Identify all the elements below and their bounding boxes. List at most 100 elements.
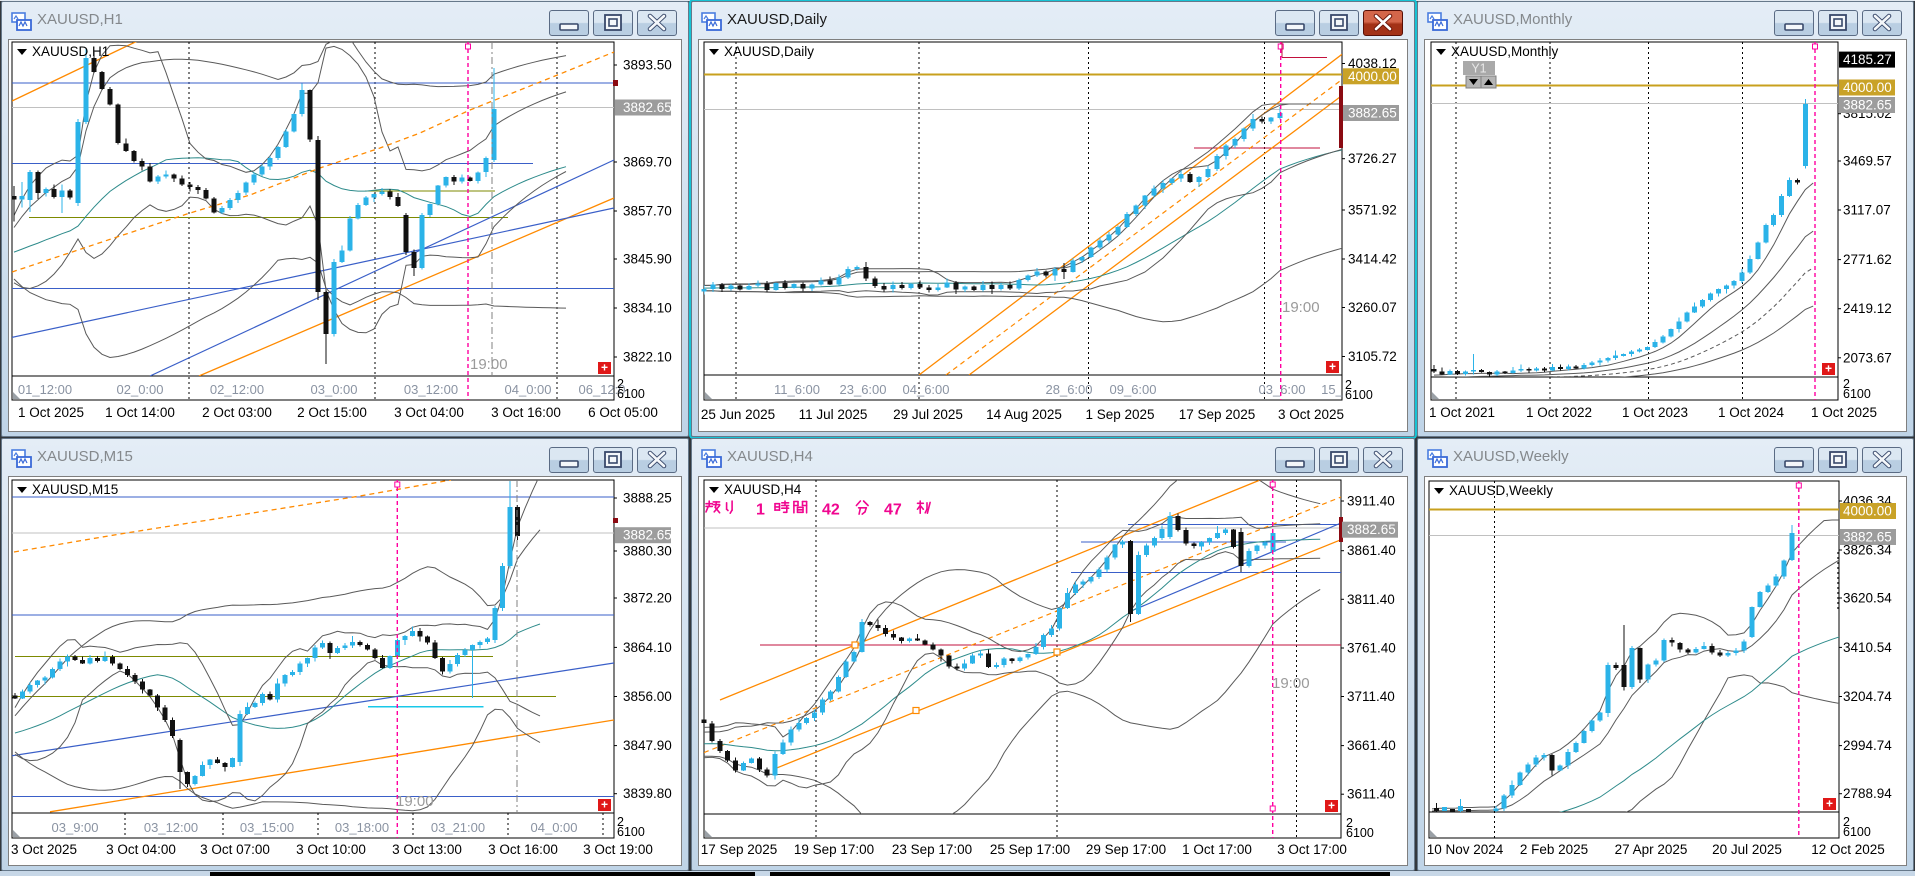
- svg-text:4185.27: 4185.27: [1843, 52, 1892, 67]
- svg-text:42: 42: [822, 502, 840, 519]
- svg-text:3872.20: 3872.20: [623, 591, 672, 606]
- svg-text:4038.12: 4038.12: [1348, 56, 1397, 71]
- svg-text:03_6:00: 03_6:00: [1259, 382, 1306, 397]
- svg-text:19:00: 19:00: [1282, 299, 1320, 316]
- svg-text:03_0:00: 03_0:00: [311, 382, 358, 397]
- svg-text:3 Oct 16:00: 3 Oct 16:00: [491, 405, 561, 420]
- svg-text:3882.65: 3882.65: [1348, 106, 1397, 121]
- svg-text:25 Jun 2025: 25 Jun 2025: [701, 407, 775, 422]
- svg-text:2: 2: [1345, 378, 1352, 392]
- svg-text:3826.34: 3826.34: [1843, 543, 1892, 558]
- svg-text:03_12:00: 03_12:00: [404, 382, 458, 397]
- svg-text:3861.40: 3861.40: [1347, 543, 1396, 558]
- svg-text:1 Oct 14:00: 1 Oct 14:00: [105, 405, 175, 420]
- svg-text:2: 2: [1843, 377, 1850, 391]
- svg-text:20 Jul 2025: 20 Jul 2025: [1712, 842, 1782, 857]
- svg-text:3117.07: 3117.07: [1843, 203, 1891, 218]
- svg-text:3882.65: 3882.65: [1843, 98, 1892, 113]
- svg-text:3 Oct 19:00: 3 Oct 19:00: [583, 842, 653, 857]
- svg-text:3 Oct 04:00: 3 Oct 04:00: [106, 842, 176, 857]
- svg-text:3811.40: 3811.40: [1347, 592, 1395, 607]
- svg-text:3882.65: 3882.65: [1347, 522, 1396, 537]
- svg-text:3761.40: 3761.40: [1347, 641, 1396, 656]
- svg-text:2: 2: [1843, 815, 1850, 829]
- svg-text:3 Oct 2025: 3 Oct 2025: [1278, 407, 1344, 422]
- svg-text:6 Oct 05:00: 6 Oct 05:00: [588, 405, 658, 420]
- svg-text:03_18:00: 03_18:00: [335, 820, 389, 835]
- svg-text:1 Oct 2022: 1 Oct 2022: [1526, 405, 1592, 420]
- svg-text:3620.54: 3620.54: [1843, 591, 1892, 606]
- svg-text:04_6:00: 04_6:00: [903, 382, 950, 397]
- svg-text:4000.00: 4000.00: [1843, 80, 1892, 95]
- svg-text:03_15:00: 03_15:00: [240, 820, 294, 835]
- svg-text:3204.74: 3204.74: [1843, 689, 1892, 704]
- svg-text:19:00: 19:00: [1272, 675, 1310, 692]
- svg-text:11 Jul 2025: 11 Jul 2025: [799, 407, 868, 422]
- svg-text:3888.25: 3888.25: [623, 491, 672, 506]
- svg-text:29 Jul 2025: 29 Jul 2025: [893, 407, 963, 422]
- svg-text:23 Sep 17:00: 23 Sep 17:00: [892, 842, 972, 857]
- svg-text:1 Oct 17:00: 1 Oct 17:00: [1182, 842, 1252, 857]
- svg-text:3856.00: 3856.00: [623, 689, 672, 704]
- svg-text:3834.10: 3834.10: [623, 301, 672, 316]
- svg-text:1 Sep 2025: 1 Sep 2025: [1085, 407, 1154, 422]
- svg-text:2: 2: [617, 815, 624, 829]
- svg-text:2: 2: [617, 377, 624, 391]
- svg-text:3469.57: 3469.57: [1843, 154, 1892, 169]
- svg-text:03_12:00: 03_12:00: [144, 820, 198, 835]
- svg-text:19 Sep 17:00: 19 Sep 17:00: [794, 842, 874, 857]
- svg-text:28_6:00: 28_6:00: [1046, 382, 1093, 397]
- svg-text:6100: 6100: [1345, 388, 1373, 402]
- svg-text:02_12:00: 02_12:00: [210, 382, 264, 397]
- svg-text:6100: 6100: [1843, 387, 1871, 401]
- svg-text:2788.94: 2788.94: [1843, 786, 1892, 801]
- svg-text:3661.40: 3661.40: [1347, 738, 1396, 753]
- svg-text:47: 47: [884, 502, 902, 519]
- svg-text:3410.54: 3410.54: [1843, 640, 1892, 655]
- svg-text:3882.65: 3882.65: [623, 528, 672, 543]
- svg-text:6100: 6100: [617, 825, 645, 839]
- svg-text:2771.62: 2771.62: [1843, 252, 1892, 267]
- svg-text:17 Sep 2025: 17 Sep 2025: [1179, 407, 1256, 422]
- svg-text:27 Apr 2025: 27 Apr 2025: [1615, 842, 1688, 857]
- svg-text:4000.00: 4000.00: [1843, 504, 1892, 519]
- svg-text:1 Oct 2025: 1 Oct 2025: [18, 405, 84, 420]
- svg-text:01_12:00: 01_12:00: [18, 382, 72, 397]
- svg-text:XAUUSD,Daily: XAUUSD,Daily: [724, 44, 814, 59]
- svg-text:3847.90: 3847.90: [623, 738, 672, 753]
- svg-text:Y1: Y1: [1471, 62, 1486, 76]
- svg-text:1 Oct 2021: 1 Oct 2021: [1429, 405, 1495, 420]
- svg-text:3911.40: 3911.40: [1347, 494, 1395, 509]
- svg-text:+: +: [601, 798, 608, 812]
- svg-text:2419.12: 2419.12: [1843, 301, 1892, 316]
- svg-text:3 Oct 17:00: 3 Oct 17:00: [1277, 842, 1347, 857]
- svg-text:+: +: [1826, 797, 1833, 811]
- svg-text:06_12:0: 06_12:0: [579, 382, 626, 397]
- svg-text:4000.00: 4000.00: [1348, 69, 1397, 84]
- svg-text:14 Aug 2025: 14 Aug 2025: [986, 407, 1062, 422]
- svg-text:1 Oct 2025: 1 Oct 2025: [1811, 405, 1877, 420]
- svg-text:1 Oct 2024: 1 Oct 2024: [1718, 405, 1785, 420]
- svg-text:3726.27: 3726.27: [1348, 151, 1397, 166]
- svg-text:6100: 6100: [1843, 825, 1871, 839]
- svg-text:19:00: 19:00: [470, 356, 508, 373]
- svg-text:17 Sep 2025: 17 Sep 2025: [701, 842, 778, 857]
- svg-text:25 Sep 17:00: 25 Sep 17:00: [990, 842, 1070, 857]
- svg-text:3857.70: 3857.70: [623, 204, 672, 219]
- svg-text:6100: 6100: [617, 387, 645, 401]
- svg-text:XAUUSD,M15: XAUUSD,M15: [32, 482, 118, 497]
- svg-text:2073.67: 2073.67: [1843, 350, 1892, 365]
- svg-text:3260.07: 3260.07: [1348, 300, 1397, 315]
- svg-text:3 Oct 10:00: 3 Oct 10:00: [296, 842, 366, 857]
- svg-text:2994.74: 2994.74: [1843, 738, 1892, 753]
- svg-text:3880.30: 3880.30: [623, 544, 672, 559]
- svg-text:3 Oct 04:00: 3 Oct 04:00: [394, 405, 464, 420]
- svg-text:10 Nov 2024: 10 Nov 2024: [1427, 842, 1504, 857]
- svg-text:2 Oct 03:00: 2 Oct 03:00: [202, 405, 272, 420]
- svg-text:6100: 6100: [1346, 826, 1374, 840]
- svg-text:3414.42: 3414.42: [1348, 252, 1397, 267]
- svg-text:3105.72: 3105.72: [1348, 349, 1397, 364]
- svg-text:3711.40: 3711.40: [1347, 689, 1395, 704]
- svg-text:3869.70: 3869.70: [623, 155, 672, 170]
- svg-text:2: 2: [1346, 816, 1353, 830]
